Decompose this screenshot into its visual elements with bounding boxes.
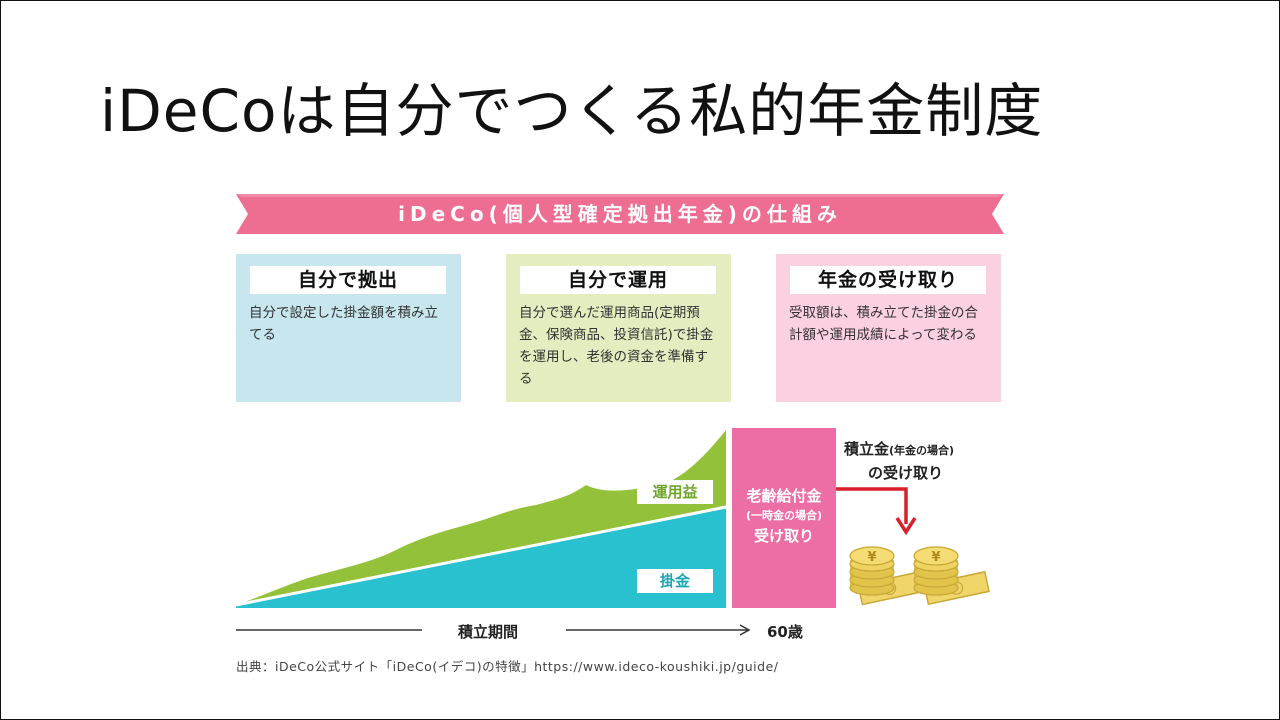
red-arrow-icon: [836, 487, 917, 536]
coins-icon: ¥ ¥: [849, 546, 990, 606]
banner-ribbon: [236, 194, 1004, 234]
receipt-label: 積立金(年金の場合): [844, 438, 954, 459]
yen-mark: ¥: [931, 550, 940, 565]
timeline-age: 60歳: [767, 623, 803, 641]
source-citation: 出典：iDeCo公式サイト「iDeCo(イデコ)の特徴」https://www.…: [236, 659, 779, 674]
box-receive: 年金の受け取り 受取額は、積み立てた掛金の合計額や運用成績によって変わる: [776, 254, 1001, 402]
timeline-period: 積立期間: [458, 623, 519, 641]
box-invest: 自分で運用 自分で選んだ運用商品(定期預金、保険商品、投資信託)で掛金を運用し、…: [506, 254, 731, 402]
slide-title: iDeCoは自分でつくる私的年金制度: [100, 77, 1044, 145]
lump-sum-text: 老齢給付金 (一時金の場合) 受け取り: [738, 485, 830, 547]
lump-sum-note: (一時金の場合): [745, 509, 823, 522]
area-divider-line: [236, 505, 727, 607]
lump-sum-title: 老齢給付金: [746, 487, 822, 505]
contribution-label: 掛金: [637, 569, 713, 593]
receipt-main: 積立金: [844, 440, 890, 458]
investment-gain-area: [236, 430, 726, 605]
lump-sum-column: [732, 428, 836, 608]
receipt-label-2: の受け取り: [868, 464, 944, 482]
receipt-note: (年金の場合): [889, 444, 955, 457]
box-body: 自分で選んだ運用商品(定期預金、保険商品、投資信託)で掛金を運用し、老後の資金を…: [519, 305, 714, 387]
box-contribute: 自分で拠出 自分で設定した掛金額を積み立てる: [236, 254, 461, 402]
box-body: 自分で設定した掛金額を積み立てる: [249, 305, 438, 343]
timeline-arrow: [236, 624, 751, 636]
box-body: 受取額は、積み立てた掛金の合計額や運用成績によって変わる: [789, 305, 978, 343]
gain-label: 運用益: [637, 480, 713, 504]
box-heading: 自分で運用: [520, 266, 716, 294]
yen-mark: ¥: [867, 550, 876, 565]
growth-area-chart: [236, 430, 727, 608]
box-heading: 自分で拠出: [250, 266, 446, 294]
diagram-banner: iDeCo(個人型確定拠出年金)の仕組み: [236, 194, 1004, 234]
box-heading: 年金の受け取り: [790, 266, 986, 294]
banner-title: iDeCo(個人型確定拠出年金)の仕組み: [398, 202, 842, 226]
lump-sum-receive: 受け取り: [753, 527, 814, 545]
